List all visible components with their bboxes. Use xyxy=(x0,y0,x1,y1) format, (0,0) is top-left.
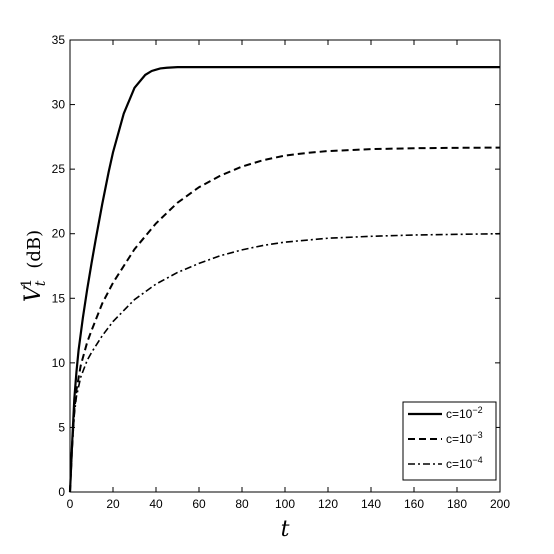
y-axis-ticks: 0 5 10 15 20 25 30 35 xyxy=(52,33,500,499)
y-tick-label: 30 xyxy=(52,98,66,112)
x-tick-label: 60 xyxy=(192,497,206,511)
series-line-1 xyxy=(68,66,500,493)
legend-label-base: c=10 xyxy=(446,457,473,471)
legend-label-base: c=10 xyxy=(446,407,473,421)
y-tick-label: 20 xyxy=(52,227,66,241)
legend-label-exponent: −3 xyxy=(472,430,482,440)
svg-text:Vt1(dB): Vt1 (dB) xyxy=(19,230,49,302)
series-line-2 xyxy=(69,146,501,493)
legend-label-exponent: −2 xyxy=(472,405,482,415)
legend-label-1: c=10−2 xyxy=(446,405,483,421)
legend-label-2: c=10−3 xyxy=(446,430,483,446)
y-tick-label: 5 xyxy=(58,420,65,434)
legend-label-exponent: −4 xyxy=(472,455,482,465)
y-axis-label: Vt1 (dB) xyxy=(19,230,49,302)
x-tick-label: 160 xyxy=(404,497,424,511)
y-tick-label: 35 xyxy=(52,33,66,47)
legend-label-3: c=10−4 xyxy=(446,455,483,471)
x-tick-label: 120 xyxy=(318,497,338,511)
x-tick-label: 0 xyxy=(67,497,74,511)
x-tick-label: 200 xyxy=(490,497,510,511)
legend-label-base: c=10 xyxy=(446,432,473,446)
y-tick-label: 0 xyxy=(58,485,65,499)
x-tick-label: 180 xyxy=(447,497,467,511)
x-tick-label: 40 xyxy=(149,497,163,511)
legend: c=10−2c=10−3c=10−4 xyxy=(402,401,497,481)
x-tick-label: 20 xyxy=(106,497,120,511)
y-axis-label-unit: (dB) xyxy=(24,230,45,269)
y-axis-label-main: V xyxy=(21,284,46,302)
y-axis-label-sup: 1 xyxy=(19,279,35,288)
series-lines xyxy=(68,66,501,493)
y-tick-label: 15 xyxy=(52,291,66,305)
x-tick-label: 100 xyxy=(275,497,295,511)
x-axis-ticks: 0 20 40 60 80 100 120 140 160 180 200 xyxy=(67,40,510,511)
y-tick-label: 10 xyxy=(52,356,66,370)
series-line-3 xyxy=(69,232,501,493)
x-axis-label: t xyxy=(281,517,290,542)
y-tick-label: 25 xyxy=(52,162,66,176)
y-axis-label-sub: t xyxy=(33,280,49,286)
x-tick-label: 140 xyxy=(361,497,381,511)
x-tick-label: 80 xyxy=(235,497,249,511)
